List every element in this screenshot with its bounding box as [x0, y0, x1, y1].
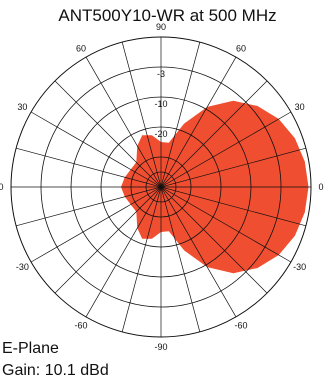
- radial-tick-label: -20: [154, 129, 167, 139]
- angle-tick-label: 0: [318, 182, 323, 192]
- radial-tick-label: -10: [154, 99, 167, 109]
- angle-tick-label: -90: [154, 342, 167, 352]
- grid-spoke: [16, 147, 306, 227]
- angle-tick-label: 60: [236, 43, 246, 53]
- angle-tick-label: -30: [293, 262, 306, 272]
- angle-tick-label: -30: [16, 262, 29, 272]
- angle-tick-label: 30: [295, 102, 305, 112]
- angle-tick-label: -60: [234, 321, 247, 331]
- angle-tick-label: 30: [17, 102, 27, 112]
- angle-tick-label: 90: [156, 22, 166, 32]
- chart-title: ANT500Y10-WR at 500 MHz: [58, 6, 277, 25]
- angle-tick-label: 60: [76, 43, 86, 53]
- angle-tick-label: 0: [0, 182, 4, 192]
- plane-label: E-Plane: [2, 340, 59, 357]
- gain-label: Gain: 10.1 dBd: [2, 362, 109, 379]
- chart-annotations: E-Plane Gain: 10.1 dBd: [2, 338, 109, 382]
- angle-tick-label: -60: [74, 321, 87, 331]
- radial-tick-label: -3: [157, 69, 165, 79]
